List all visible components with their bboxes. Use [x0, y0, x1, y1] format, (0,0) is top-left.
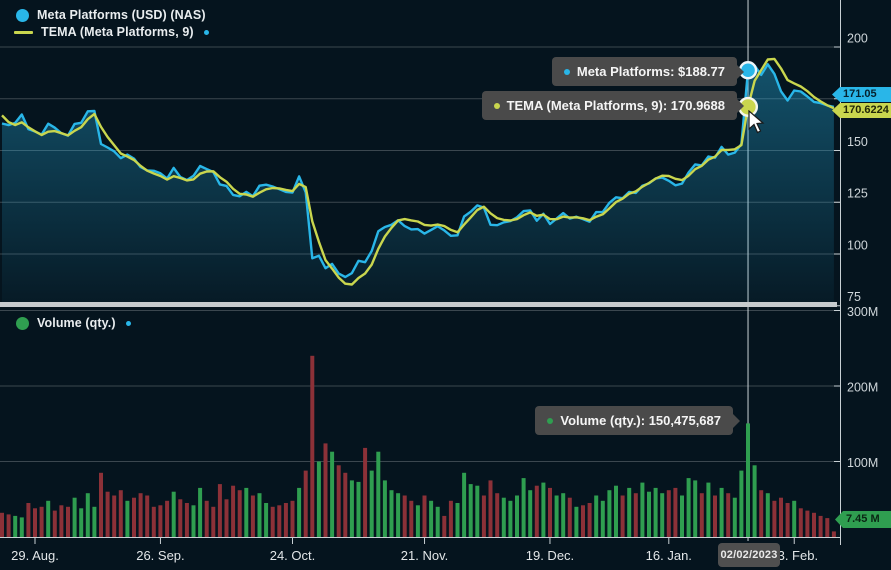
tema-series-icon [14, 30, 33, 34]
last-volume-badge: 7.45 M [835, 511, 891, 528]
panel-separator[interactable] [0, 302, 837, 307]
svg-text:26. Sep.: 26. Sep. [136, 548, 184, 563]
volume-axis-labels: 300M 200M 100M [847, 305, 878, 470]
price-tooltip: Meta Platforms: $188.77 [551, 57, 745, 86]
svg-text:13. Feb.: 13. Feb. [770, 548, 818, 563]
tema-series-label: TEMA (Meta Platforms, 9) [41, 25, 194, 39]
price-area [2, 64, 834, 303]
svg-text:300M: 300M [847, 305, 878, 319]
crosshair-date-badge: 02/02/2023 [718, 543, 780, 567]
volume-tooltip-dot-icon [547, 417, 554, 424]
svg-text:16. Jan.: 16. Jan. [646, 548, 692, 563]
svg-text:150: 150 [847, 135, 868, 149]
volume-bars [0, 355, 836, 538]
volume-tooltip: Volume (qty.): 150,475,687 [535, 406, 740, 435]
tema-tooltip: TEMA (Meta Platforms, 9): 170.9688 [481, 91, 745, 120]
tema-line [1, 57, 835, 286]
volume-series-label: Volume (qty.) [37, 316, 116, 330]
axis-ticks [34, 46, 840, 544]
svg-text:200: 200 [847, 31, 868, 45]
svg-text:125: 125 [847, 187, 868, 201]
svg-text:24. Oct.: 24. Oct. [270, 548, 316, 563]
price-axis-labels: 200 150 125 100 75 [847, 31, 868, 304]
volume-tooltip-text: Volume (qty.): 150,475,687 [560, 413, 721, 428]
last-price-badge: 171.05 [832, 87, 891, 102]
price-series-label: Meta Platforms (USD) (NAS) [37, 8, 206, 22]
tema-tooltip-text: TEMA (Meta Platforms, 9): 170.9688 [506, 98, 725, 113]
svg-text:21. Nov.: 21. Nov. [401, 548, 448, 563]
legend-tema-series[interactable]: TEMA (Meta Platforms, 9) [14, 25, 209, 39]
x-axis-labels: 29. Aug. 26. Sep. 24. Oct. 21. Nov. 19. Dec.… [11, 548, 818, 563]
svg-text:75: 75 [847, 290, 861, 304]
tema-subdot-icon [203, 29, 209, 35]
svg-text:100: 100 [847, 238, 868, 252]
last-tema-badge: 170.6224 [832, 103, 891, 118]
volume-subdot-icon [125, 320, 131, 326]
price-tooltip-dot-icon [563, 68, 570, 75]
svg-text:200M: 200M [847, 380, 878, 394]
tema-tooltip-dot-icon [493, 102, 500, 109]
svg-text:100M: 100M [847, 456, 878, 470]
svg-text:19. Dec.: 19. Dec. [526, 548, 574, 563]
volume-series-icon [16, 316, 29, 330]
legend-volume-series[interactable]: Volume (qty.) [16, 316, 131, 330]
price-series-icon [16, 8, 29, 22]
svg-text:29. Aug.: 29. Aug. [11, 548, 59, 563]
mouse-cursor-icon [748, 110, 765, 134]
legend-price-series[interactable]: Meta Platforms (USD) (NAS) [16, 8, 206, 22]
price-tooltip-text: Meta Platforms: $188.77 [576, 64, 725, 79]
